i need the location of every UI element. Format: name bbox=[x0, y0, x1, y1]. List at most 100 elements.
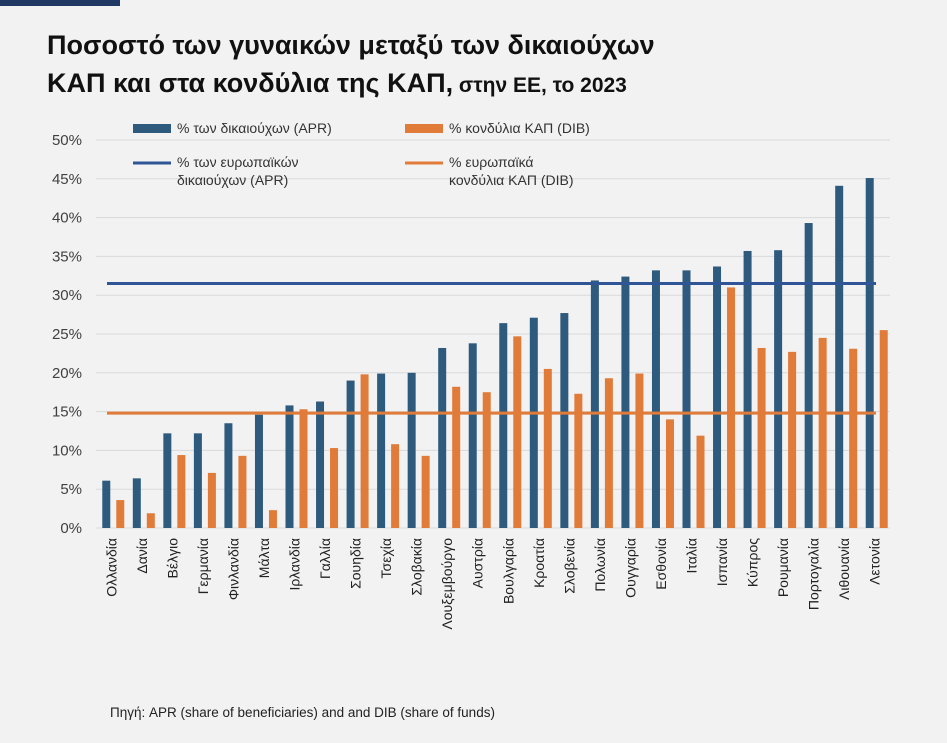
legend-swatch-dib-bar bbox=[405, 124, 443, 133]
bar-dib-11 bbox=[452, 386, 461, 528]
y-tick-label-50: 50% bbox=[52, 132, 82, 149]
bar-dib-12 bbox=[482, 392, 491, 528]
x-tick-label-0: Ολλανδία bbox=[103, 538, 119, 597]
x-tick-label-24: Λιθουανία bbox=[836, 538, 852, 600]
bar-dib-20 bbox=[727, 287, 736, 528]
bar-apr-22 bbox=[774, 250, 783, 528]
bar-dib-15 bbox=[574, 393, 583, 528]
bar-dib-25 bbox=[879, 330, 888, 528]
x-tick-label-12: Αυστρία bbox=[470, 538, 486, 588]
bar-dib-16 bbox=[604, 378, 613, 528]
bar-dib-8 bbox=[360, 374, 369, 528]
x-tick-label-13: Βουλγαρία bbox=[500, 538, 516, 604]
y-tick-label-25: 25% bbox=[52, 326, 82, 343]
x-tick-label-25: Λετονία bbox=[867, 538, 883, 585]
bar-apr-21 bbox=[743, 250, 752, 528]
title-line-2: ΚΑΠ και στα κονδύλια της ΚΑΠ, στην ΕΕ, τ… bbox=[47, 64, 927, 105]
bar-apr-13 bbox=[499, 323, 508, 528]
bar-dib-3 bbox=[207, 472, 216, 528]
bar-apr-25 bbox=[865, 178, 874, 529]
x-tick-label-14: Κροατία bbox=[531, 538, 547, 588]
title-line-2-main: ΚΑΠ και στα κονδύλια της ΚΑΠ, bbox=[47, 68, 454, 98]
bar-apr-17 bbox=[621, 276, 630, 528]
y-tick-label-15: 15% bbox=[52, 404, 82, 421]
bar-dib-14 bbox=[543, 368, 552, 528]
bar-apr-8 bbox=[346, 380, 355, 528]
bar-apr-18 bbox=[651, 270, 660, 528]
legend-label-eu-dib-line-2: κονδύλια ΚΑΠ (DIB) bbox=[449, 172, 574, 188]
x-tick-label-1: Δανία bbox=[134, 538, 150, 574]
x-tick-label-4: Φινλανδία bbox=[225, 538, 241, 600]
x-tick-label-7: Γαλλία bbox=[317, 538, 333, 579]
bar-apr-4 bbox=[224, 423, 233, 528]
bar-apr-12 bbox=[468, 343, 477, 528]
x-tick-label-18: Εσθονία bbox=[653, 538, 669, 590]
bar-dib-9 bbox=[391, 444, 400, 528]
y-tick-label-45: 45% bbox=[52, 171, 82, 188]
x-tick-label-15: Σλοβενία bbox=[561, 538, 577, 594]
x-tick-label-17: Ουγγαρία bbox=[622, 538, 638, 598]
bar-dib-21 bbox=[757, 347, 766, 528]
y-tick-label-20: 20% bbox=[52, 365, 82, 382]
y-axis-ticks: 0% 5% 10% 15% 20% 25% 30% 35% 40% 45% 50% bbox=[52, 132, 82, 537]
top-accent-rule bbox=[0, 0, 120, 6]
x-tick-label-10: Σλοβακία bbox=[409, 538, 425, 596]
x-tick-label-23: Πορτογαλία bbox=[806, 538, 822, 610]
x-tick-label-19: Ιταλία bbox=[684, 538, 700, 574]
x-tick-label-3: Γερμανία bbox=[195, 538, 211, 594]
bar-dib-2 bbox=[177, 455, 186, 528]
bar-dib-18 bbox=[665, 419, 674, 528]
bar-dib-5 bbox=[268, 510, 277, 528]
bar-apr-1 bbox=[132, 478, 141, 528]
x-tick-label-9: Τσεχία bbox=[378, 538, 394, 578]
legend: % των δικαιούχων (APR) % κονδύλια ΚΑΠ (D… bbox=[133, 120, 590, 188]
title-line-2-suffix: στην ΕΕ, το 2023 bbox=[453, 74, 627, 97]
bar-apr-10 bbox=[407, 372, 416, 528]
bars bbox=[102, 178, 888, 529]
bar-dib-17 bbox=[635, 373, 644, 528]
bar-apr-7 bbox=[316, 401, 325, 528]
bar-apr-9 bbox=[377, 373, 386, 528]
source-note: Πηγή: APR (share of beneficiaries) and a… bbox=[110, 705, 495, 720]
bar-dib-22 bbox=[788, 351, 797, 528]
bar-apr-3 bbox=[193, 433, 202, 528]
x-tick-label-6: Ιρλανδία bbox=[287, 538, 303, 590]
x-tick-label-21: Κύπρος bbox=[745, 538, 761, 587]
x-tick-label-22: Ρουμανία bbox=[775, 538, 791, 597]
bar-dib-24 bbox=[849, 348, 858, 528]
bar-apr-5 bbox=[254, 414, 263, 528]
x-tick-label-16: Πολωνία bbox=[592, 538, 608, 592]
bar-dib-19 bbox=[696, 435, 705, 528]
legend-label-dib-bar: % κονδύλια ΚΑΠ (DIB) bbox=[449, 120, 590, 136]
bar-apr-14 bbox=[529, 317, 538, 528]
bar-dib-0 bbox=[116, 500, 125, 528]
bar-dib-7 bbox=[330, 448, 339, 528]
legend-label-apr-bar: % των δικαιούχων (APR) bbox=[177, 120, 332, 136]
legend-label-eu-apr-line-2: δικαιούχων (APR) bbox=[177, 172, 288, 188]
bar-apr-11 bbox=[438, 347, 447, 528]
y-tick-label-35: 35% bbox=[52, 248, 82, 265]
x-axis-labels: Ολλανδία Δανία Βέλγιο Γερμανία Φινλανδία Μάλτ… bbox=[103, 538, 882, 630]
x-tick-label-8: Σουηδία bbox=[348, 538, 364, 589]
bar-dib-10 bbox=[421, 455, 430, 528]
chart-title: Ποσοστό των γυναικών μεταξύ των δικαιούχ… bbox=[47, 26, 927, 105]
gridlines bbox=[96, 139, 890, 529]
y-tick-label-30: 30% bbox=[52, 287, 82, 304]
y-tick-label-5: 5% bbox=[60, 481, 82, 498]
bar-apr-2 bbox=[163, 433, 172, 528]
bar-apr-24 bbox=[835, 185, 844, 528]
bar-dib-13 bbox=[513, 336, 522, 528]
x-tick-label-20: Ισπανία bbox=[714, 538, 730, 586]
y-tick-label-0: 0% bbox=[60, 520, 82, 537]
bar-dib-4 bbox=[238, 455, 247, 528]
legend-swatch-apr-bar bbox=[133, 124, 171, 133]
y-tick-label-10: 10% bbox=[52, 442, 82, 459]
bar-apr-6 bbox=[285, 405, 294, 528]
x-tick-label-5: Μάλτα bbox=[256, 538, 272, 578]
bar-dib-6 bbox=[299, 409, 308, 528]
bar-apr-16 bbox=[590, 280, 599, 528]
bar-apr-0 bbox=[102, 480, 111, 528]
reference-lines bbox=[107, 282, 876, 415]
legend-label-eu-dib-line-1: % ευρωπαϊκά bbox=[449, 154, 534, 170]
